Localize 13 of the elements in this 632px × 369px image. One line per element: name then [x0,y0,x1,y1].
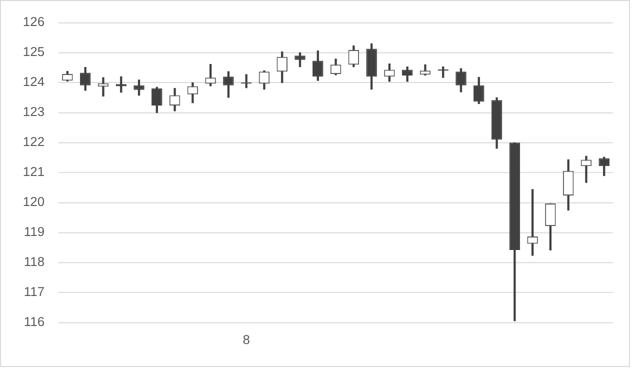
y-tick-label: 122 [22,134,45,150]
y-tick-label: 119 [24,224,45,240]
y-tick-label: 116 [24,314,45,330]
candlestick [580,156,592,183]
y-tick-label: 120 [22,194,45,210]
y-tick-label: 126 [22,14,45,30]
x-tick-label: 8 [242,332,250,347]
y-tick-label: 121 [22,164,45,180]
y-tick-label: 117 [24,284,45,300]
y-tick-label: 125 [22,44,45,60]
y-tick-label: 123 [22,104,45,120]
y-tick-label: 118 [24,254,45,270]
y-tick-label: 124 [22,74,45,90]
